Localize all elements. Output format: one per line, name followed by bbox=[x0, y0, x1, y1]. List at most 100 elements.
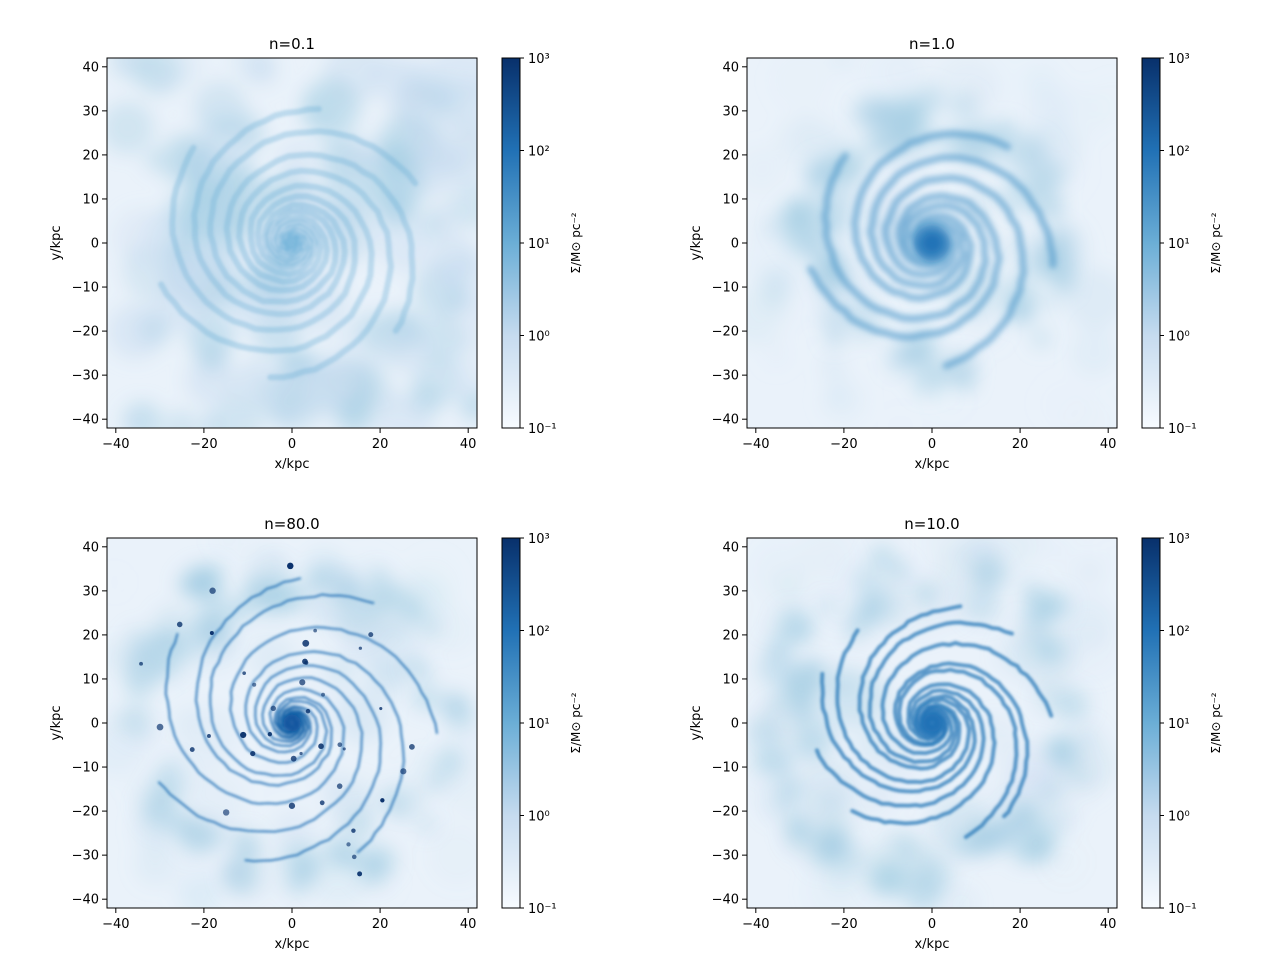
x-axis-label: x/kpc bbox=[914, 457, 949, 472]
y-tick-label: 30 bbox=[722, 584, 739, 599]
colorbar bbox=[1142, 538, 1160, 908]
y-tick-label: −10 bbox=[72, 761, 99, 776]
x-tick-label: −40 bbox=[102, 437, 129, 452]
x-tick-label: 0 bbox=[288, 917, 296, 932]
colorbar bbox=[502, 58, 520, 428]
y-tick-label: −20 bbox=[712, 805, 739, 820]
y-tick-label: 10 bbox=[722, 672, 739, 687]
y-tick-label: 30 bbox=[82, 104, 99, 119]
colorbar bbox=[1142, 58, 1160, 428]
colorbar-label: Σ/M⊙ pc⁻² bbox=[569, 692, 583, 753]
dense-clumps bbox=[139, 562, 415, 877]
colorbar-label: Σ/M⊙ pc⁻² bbox=[569, 212, 583, 273]
panel-title: n=10.0 bbox=[904, 515, 959, 533]
colorbar-tick-label: 10³ bbox=[528, 532, 550, 547]
colorbar-tick-label: 10¹ bbox=[528, 717, 550, 732]
panel-title: n=80.0 bbox=[264, 515, 319, 533]
colorbar bbox=[502, 538, 520, 908]
spiral-arms bbox=[814, 604, 1054, 839]
colorbar-tick-label: 10⁻¹ bbox=[1168, 422, 1197, 437]
spiral-arms bbox=[807, 130, 1057, 370]
colorbar-tick-label: 10⁻¹ bbox=[1168, 902, 1197, 917]
x-tick-label: −20 bbox=[190, 917, 217, 932]
y-tick-label: 0 bbox=[91, 717, 99, 732]
galactic-core bbox=[914, 225, 950, 261]
density-map bbox=[747, 58, 1117, 428]
y-axis-label: y/kpc bbox=[689, 705, 704, 740]
colorbar-label: Σ/M⊙ pc⁻² bbox=[1209, 212, 1223, 273]
colorbar-tick-label: 10² bbox=[1168, 625, 1190, 640]
galactic-core bbox=[274, 705, 310, 741]
x-tick-label: −20 bbox=[830, 437, 857, 452]
y-tick-label: 10 bbox=[82, 672, 99, 687]
y-tick-label: 0 bbox=[91, 237, 99, 252]
colorbar-tick-label: 10² bbox=[1168, 145, 1190, 160]
y-axis-label: y/kpc bbox=[689, 225, 704, 260]
chart-panel: −40 −20 0 20 40 −40 −30 −20 −10 0 10 20 30 40 n=80.0 x/… bbox=[49, 515, 583, 952]
colorbar-tick-label: 10⁰ bbox=[1168, 330, 1190, 345]
y-tick-label: 10 bbox=[722, 192, 739, 207]
y-tick-label: −30 bbox=[712, 849, 739, 864]
y-tick-label: 30 bbox=[722, 104, 739, 119]
x-tick-label: −40 bbox=[102, 917, 129, 932]
spiral-arms bbox=[157, 577, 438, 863]
y-tick-label: −30 bbox=[712, 369, 739, 384]
colorbar-tick-label: 10³ bbox=[1168, 532, 1190, 547]
colorbar-label: Σ/M⊙ pc⁻² bbox=[1209, 692, 1223, 753]
x-tick-label: 40 bbox=[1100, 437, 1117, 452]
y-tick-label: −20 bbox=[72, 325, 99, 340]
colorbar-tick-label: 10⁰ bbox=[528, 330, 550, 345]
colorbar-tick-label: 10⁻¹ bbox=[528, 902, 557, 917]
x-tick-label: 0 bbox=[928, 917, 936, 932]
chart-panel: −40 −20 0 20 40 −40 −30 −20 −10 0 10 20 30 40 n=1.0 x/k… bbox=[689, 35, 1223, 472]
x-tick-label: 0 bbox=[928, 437, 936, 452]
y-tick-label: −10 bbox=[712, 761, 739, 776]
x-tick-label: 20 bbox=[372, 437, 389, 452]
x-tick-label: 20 bbox=[1012, 917, 1029, 932]
y-tick-label: 20 bbox=[82, 148, 99, 163]
colorbar-tick-label: 10³ bbox=[1168, 52, 1190, 67]
y-tick-label: −20 bbox=[72, 805, 99, 820]
y-tick-label: −40 bbox=[712, 893, 739, 908]
y-axis-label: y/kpc bbox=[49, 225, 64, 260]
panel-title: n=1.0 bbox=[909, 35, 955, 53]
x-tick-label: 0 bbox=[288, 437, 296, 452]
y-axis-label: y/kpc bbox=[49, 705, 64, 740]
y-tick-label: 20 bbox=[722, 148, 739, 163]
galactic-core bbox=[914, 705, 950, 741]
x-tick-label: 20 bbox=[1012, 437, 1029, 452]
y-tick-label: −40 bbox=[72, 413, 99, 428]
x-tick-label: −20 bbox=[830, 917, 857, 932]
chart-panel: −40 −20 0 20 40 −40 −30 −20 −10 0 10 20 30 40 n=10.0 x/… bbox=[689, 515, 1223, 952]
x-tick-label: −40 bbox=[742, 437, 769, 452]
x-axis-label: x/kpc bbox=[274, 937, 309, 952]
y-tick-label: −40 bbox=[72, 893, 99, 908]
y-tick-label: 40 bbox=[82, 60, 99, 75]
chart-panel: −40 −20 0 20 40 −40 −30 −20 −10 0 10 20 30 40 n=0.1 x/k… bbox=[49, 35, 583, 472]
x-tick-label: −20 bbox=[190, 437, 217, 452]
colorbar-tick-label: 10² bbox=[528, 145, 550, 160]
outer-disk bbox=[747, 544, 1092, 908]
colorbar-tick-label: 10¹ bbox=[528, 237, 550, 252]
colorbar-tick-label: 10¹ bbox=[1168, 717, 1190, 732]
x-axis-label: x/kpc bbox=[274, 457, 309, 472]
y-tick-label: −30 bbox=[72, 369, 99, 384]
colorbar-tick-label: 10² bbox=[528, 625, 550, 640]
y-tick-label: −10 bbox=[712, 281, 739, 296]
colorbar-tick-label: 10³ bbox=[528, 52, 550, 67]
y-tick-label: −30 bbox=[72, 849, 99, 864]
x-tick-label: 40 bbox=[460, 437, 477, 452]
x-tick-label: 40 bbox=[1100, 917, 1117, 932]
y-tick-label: 40 bbox=[722, 540, 739, 555]
y-tick-label: 30 bbox=[82, 584, 99, 599]
x-tick-label: 20 bbox=[372, 917, 389, 932]
y-tick-label: −40 bbox=[712, 413, 739, 428]
colorbar-tick-label: 10⁰ bbox=[528, 810, 550, 825]
y-tick-label: 20 bbox=[722, 628, 739, 643]
y-tick-label: 20 bbox=[82, 628, 99, 643]
x-axis-label: x/kpc bbox=[914, 937, 949, 952]
colorbar-tick-label: 10⁻¹ bbox=[528, 422, 557, 437]
spiral-arms bbox=[158, 106, 419, 381]
colorbar-tick-label: 10¹ bbox=[1168, 237, 1190, 252]
